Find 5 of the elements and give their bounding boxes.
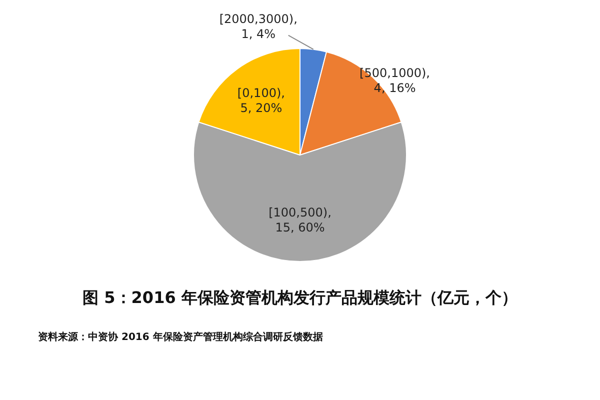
slice-label: [0,100), 5, 20% — [237, 86, 285, 116]
slice-label: [100,500), 15, 60% — [268, 206, 332, 235]
text: 图 5：2016 年保险资管机构发行产品规模统计（亿元，个） — [82, 288, 518, 309]
text: 资料来源：中资协 2016 年保险资产管理机构综合调研反馈数据 — [38, 330, 323, 344]
slice-label: [2000,3000), 1, 4% — [219, 12, 298, 41]
